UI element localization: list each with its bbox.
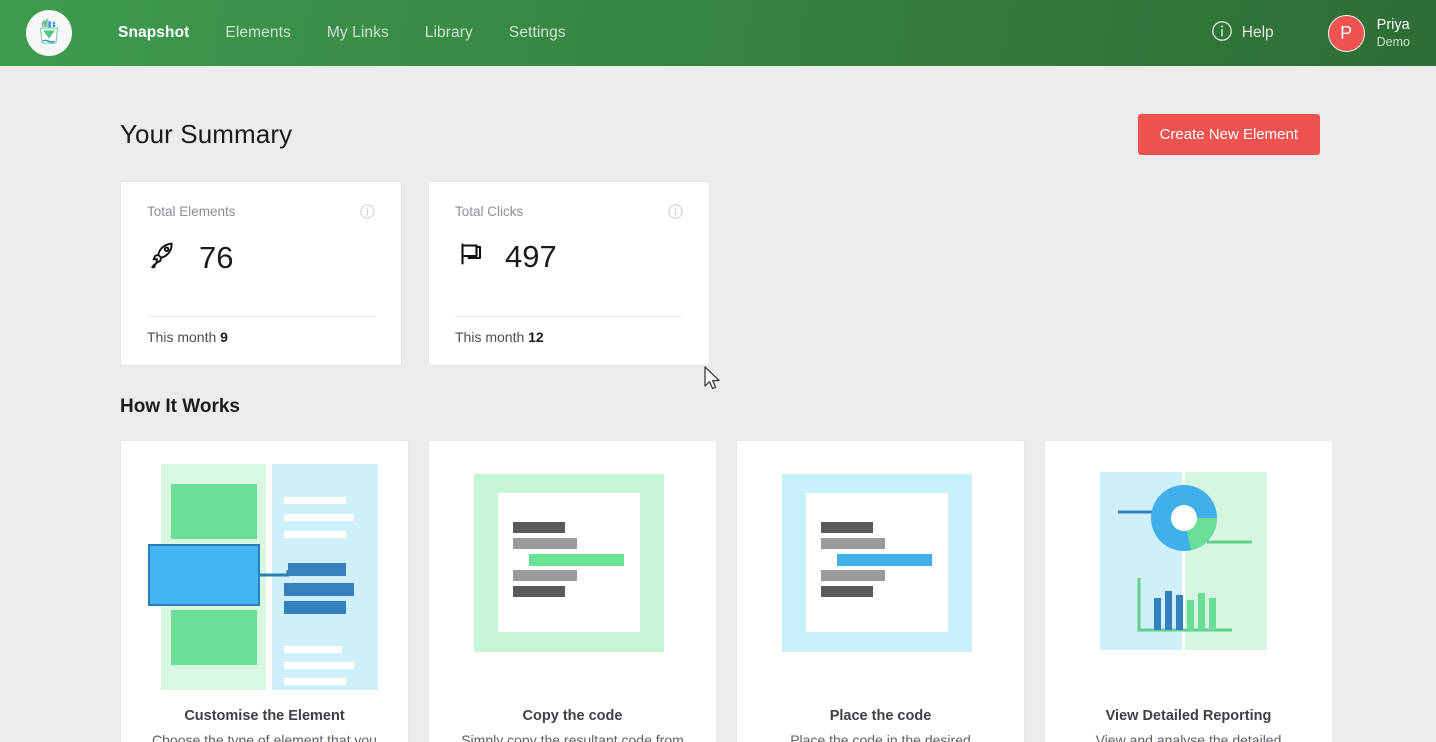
card-title: Place the code	[829, 708, 932, 724]
rocket-icon	[147, 238, 181, 277]
view-reporting-illustration	[1072, 458, 1306, 690]
how-it-works-card[interactable]: View Detailed Reporting View and analyse…	[1044, 440, 1333, 742]
stat-card-header: Total Elements	[147, 204, 375, 224]
stat-cards: Total Elements	[0, 181, 1436, 366]
card-description: Choose the type of element that you	[152, 732, 377, 742]
user-role: Demo	[1376, 34, 1410, 49]
main-nav-links: Snapshot Elements My Links Library Setti…	[100, 0, 584, 66]
section-title-how-it-works: How It Works	[120, 396, 240, 417]
card-description: Simply copy the resultant code from	[461, 732, 684, 742]
help-button[interactable]: Help	[1211, 20, 1274, 47]
nav-item-elements[interactable]: Elements	[225, 24, 291, 41]
stat-card-value-row: 497	[455, 238, 683, 275]
copy-code-illustration	[456, 458, 690, 690]
customise-element-illustration	[147, 458, 382, 690]
nav-item-snapshot[interactable]: Snapshot	[118, 24, 190, 41]
help-label: Help	[1241, 24, 1274, 41]
info-circle-icon[interactable]	[668, 204, 683, 224]
info-circle-icon	[1211, 20, 1233, 47]
stat-label: Total Clicks	[455, 204, 524, 219]
stat-card-header: Total Clicks	[455, 204, 683, 224]
info-circle-icon[interactable]	[360, 204, 375, 224]
stat-footer: This month 12	[455, 317, 683, 365]
divider	[455, 316, 683, 317]
divider	[147, 316, 375, 317]
header-right-group: Help P Priya Demo	[1211, 14, 1410, 52]
place-code-illustration	[764, 458, 998, 690]
how-it-works-card[interactable]: Place the code Place the code in the des…	[736, 440, 1025, 742]
card-description: View and analyse the detailed	[1095, 732, 1282, 742]
nav-item-settings[interactable]: Settings	[508, 24, 566, 41]
card-title: View Detailed Reporting	[1105, 708, 1272, 724]
card-description: Place the code in the desired	[790, 732, 971, 742]
avatar: P	[1327, 14, 1365, 52]
summary-header-row: Your Summary Create New Element	[0, 114, 1436, 155]
stat-value: 76	[199, 240, 234, 275]
how-it-works-card[interactable]: Copy the code Simply copy the resultant …	[428, 440, 717, 742]
nav-item-library[interactable]: Library	[424, 24, 473, 41]
how-it-works-cards: Customise the Element Choose the type of…	[0, 440, 1436, 742]
toolbox-logo-icon[interactable]	[26, 10, 72, 56]
flag-icon	[455, 238, 487, 275]
user-menu[interactable]: P Priya Demo	[1327, 14, 1410, 52]
page-content: Your Summary Create New Element Total El…	[0, 114, 1436, 742]
card-title: Customise the Element	[184, 708, 345, 724]
stat-label: Total Elements	[147, 204, 236, 219]
top-navigation-bar: Snapshot Elements My Links Library Setti…	[0, 0, 1436, 66]
stat-footer-value: 12	[528, 329, 544, 345]
stat-card-total-clicks: Total Clicks	[428, 181, 710, 366]
card-title: Copy the code	[522, 708, 623, 724]
create-new-element-button[interactable]: Create New Element	[1137, 114, 1320, 155]
page-title: Your Summary	[120, 119, 293, 149]
how-it-works-card[interactable]: Customise the Element Choose the type of…	[120, 440, 409, 742]
stat-card-value-row: 76	[147, 238, 375, 277]
stat-value: 497	[505, 239, 557, 274]
user-info: Priya Demo	[1377, 17, 1410, 50]
nav-item-my-links[interactable]: My Links	[326, 24, 389, 41]
stat-footer-label: This month	[147, 329, 217, 345]
user-name: Priya	[1376, 16, 1410, 33]
stat-card-total-elements: Total Elements	[120, 181, 402, 366]
stat-footer: This month 9	[147, 317, 375, 365]
stat-footer-label: This month	[455, 329, 525, 345]
stat-footer-value: 9	[220, 329, 228, 345]
